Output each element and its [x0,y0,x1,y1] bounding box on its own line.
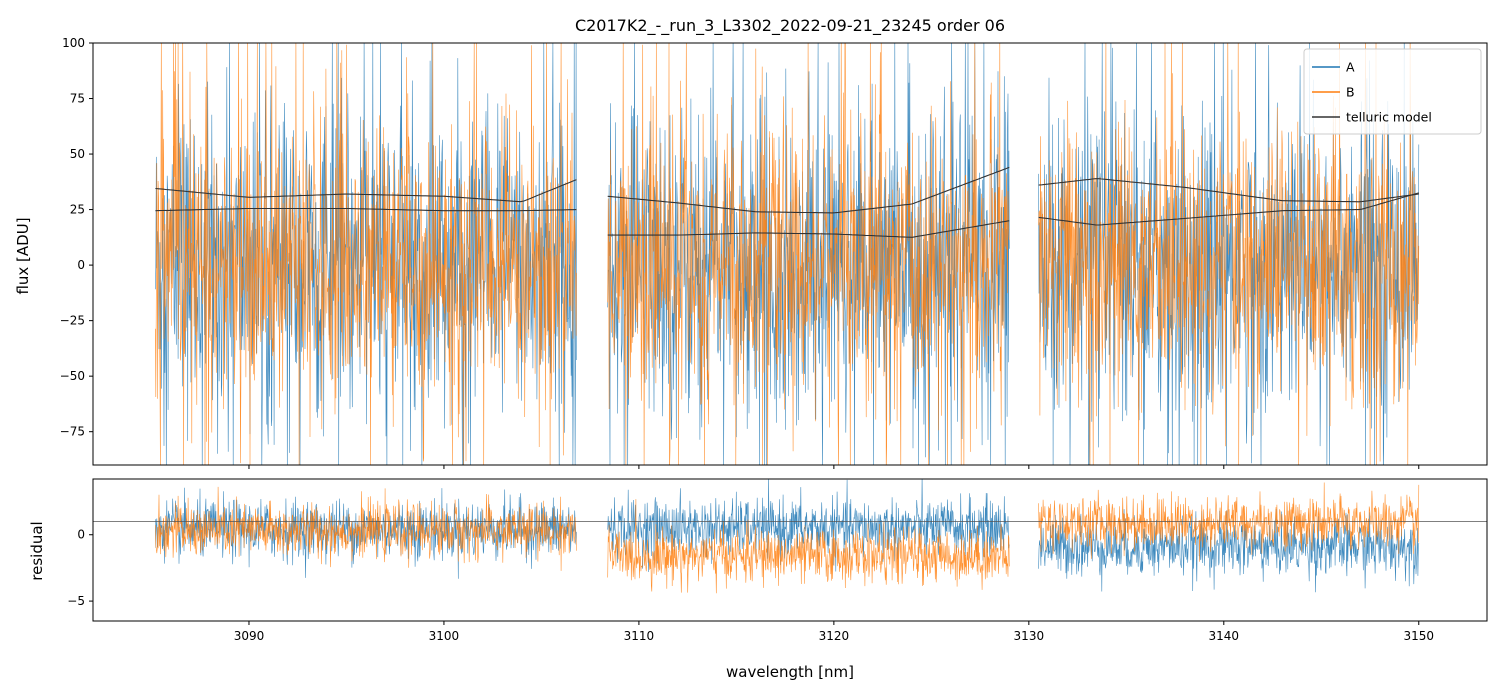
x-tick-label: 3140 [1209,629,1240,643]
series-a-residual-segment-3 [1038,509,1420,593]
series-b-flux-segment-3 [1038,43,1420,465]
series-b-residual-segment-2 [607,499,1010,594]
x-tick-label: 3120 [819,629,850,643]
x-tick-label: 3130 [1014,629,1045,643]
series-a-flux-segment-3 [1038,43,1420,465]
series-b-flux-segment-2 [607,43,1010,465]
residual-plot-area [93,479,1487,594]
flux-y-tick-label: −75 [60,425,85,439]
legend-entry-1: A [1346,60,1355,75]
flux-y-tick-label: −50 [60,369,85,383]
series-a-residual-segment-1 [155,487,577,579]
flux-y-tick-label: 0 [77,258,85,272]
x-axis-label: wavelength [nm] [726,663,854,681]
flux-axes-frame [92,42,1488,466]
x-tick-label: 3110 [624,629,655,643]
series-b-flux-segment-1 [155,43,577,465]
series-b-residual-segment-3 [1038,482,1420,562]
chart-title: C2017K2_-_run_3_L3302_2022-09-21_23245 o… [575,16,1005,36]
telluric-model-curve-2-segment-3 [1038,192,1419,226]
residual-y-axis-label: residual [28,521,46,580]
x-tick-label: 3100 [429,629,460,643]
residual-axes-frame [92,478,1488,622]
legend-box [1303,48,1482,135]
legend-entry-3: telluric model [1346,110,1432,125]
residual-y-tick-label: −5 [67,594,85,608]
flux-y-tick-label: 100 [62,36,85,50]
telluric-model-curve-2-segment-1 [155,207,577,212]
telluric-model-curve-1-segment-1 [155,179,577,203]
flux-plot-area [155,43,1420,465]
flux-y-tick-label: 75 [70,92,85,106]
telluric-model-curve-1-segment-3 [1038,178,1419,203]
x-tick-label: 3150 [1403,629,1434,643]
flux-y-tick-label: 25 [70,203,85,217]
x-tick-label: 3090 [234,629,265,643]
residual-y-tick-label: 0 [77,528,85,542]
flux-y-tick-label: −25 [60,314,85,328]
telluric-model-curve-2-segment-2 [607,220,1010,238]
legend-entry-2: B [1346,85,1355,100]
flux-y-axis-label: flux [ADU] [14,217,32,294]
telluric-model-curve-1-segment-2 [607,166,1010,214]
flux-y-tick-label: 50 [70,147,85,161]
